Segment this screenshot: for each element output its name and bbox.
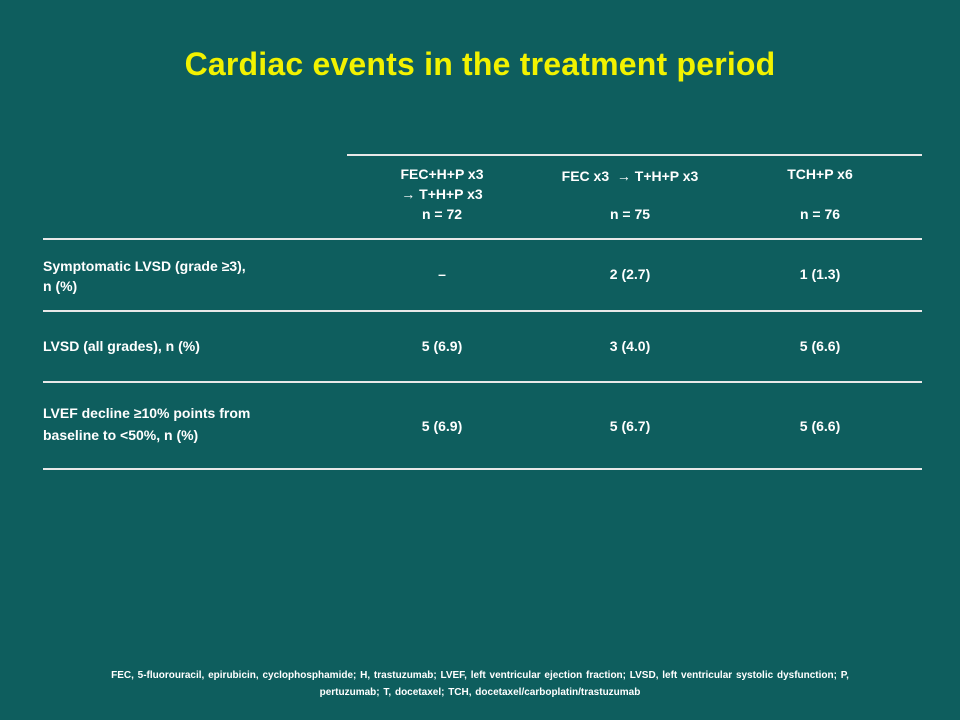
row-1-col-3: 1 (1.3)	[799, 266, 841, 282]
row-2-col-2: 3 (4.0)	[609, 338, 651, 354]
column-header-1-n: n = 72	[421, 206, 463, 222]
column-header-1: FEC+H+P x3 → T+H+P x3 n = 72	[347, 164, 537, 224]
row-2-rule	[43, 381, 922, 383]
row-2-label-line1: LVSD (all grades), n (%)	[43, 338, 200, 354]
row-1-label-line1: Symptomatic LVSD (grade ≥3),	[43, 258, 246, 274]
row-3-label-line1: LVEF decline ≥10% points from	[43, 405, 251, 421]
column-header-2-line1: FEC x3 → T+H+P x3	[561, 168, 699, 184]
row-3-label-line2: baseline to <50%, n (%)	[43, 427, 199, 443]
column-header-1-line1: FEC+H+P x3	[400, 166, 484, 182]
row-3-col-3: 5 (6.6)	[799, 418, 841, 434]
row-1-col-1: –	[438, 266, 446, 282]
row-1-col-2: 2 (2.7)	[609, 266, 651, 282]
column-header-3-line1: TCH+P x6	[787, 166, 853, 182]
column-header-3: TCH+P x6 n = 76	[725, 164, 915, 224]
row-3-label: LVEF decline ≥10% points from baseline t…	[43, 403, 303, 445]
header-bottom-rule	[43, 238, 922, 240]
row-1-label: Symptomatic LVSD (grade ≥3), n (%)	[43, 256, 303, 296]
row-2-col-1: 5 (6.9)	[421, 338, 463, 354]
row-2-label: LVSD (all grades), n (%)	[43, 336, 303, 356]
row-1-rule	[43, 310, 922, 312]
slide-title: Cardiac events in the treatment period	[184, 46, 776, 82]
column-header-1-line2: → T+H+P x3	[401, 186, 483, 202]
column-header-2-n: n = 75	[609, 206, 651, 222]
footnote-line1: FEC, 5-fluorouracil, epirubicin, cycloph…	[111, 670, 849, 681]
row-2-col-3: 5 (6.6)	[799, 338, 841, 354]
footnote: FEC, 5-fluorouracil, epirubicin, cycloph…	[40, 667, 920, 701]
row-3-col-1: 5 (6.9)	[421, 418, 463, 434]
header-top-rule	[347, 154, 922, 156]
column-header-2-spacer	[535, 186, 725, 206]
table-bottom-rule	[43, 468, 922, 470]
row-1-label-line2: n (%)	[43, 278, 78, 294]
row-3-col-2: 5 (6.7)	[609, 418, 651, 434]
footnote-line2: pertuzumab; T, docetaxel; TCH, docetaxel…	[319, 687, 641, 698]
column-header-3-spacer	[725, 184, 915, 204]
column-header-2: FEC x3 → T+H+P x3 n = 75	[535, 166, 725, 224]
column-header-3-n: n = 76	[799, 206, 841, 222]
